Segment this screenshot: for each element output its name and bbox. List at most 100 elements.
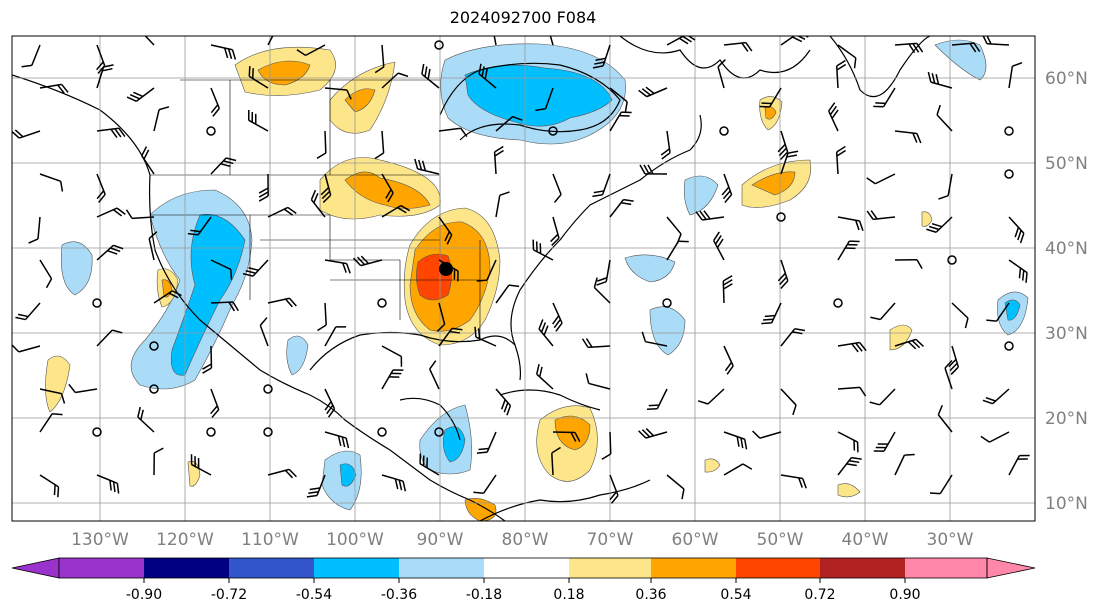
wind-barb: [666, 474, 685, 500]
wind-barb: [324, 87, 352, 100]
map-frame: [11, 35, 1036, 522]
coast-greenland: [829, 36, 931, 98]
wind-barbs: [12, 36, 1030, 504]
wind-barb: [316, 130, 327, 159]
wind-barb: [780, 474, 807, 489]
wind-barb: [438, 216, 453, 245]
wind-barb: [837, 341, 867, 353]
wind-barb: [551, 446, 561, 476]
wind-barb: [581, 338, 611, 349]
field-canada-orange: [257, 60, 311, 86]
wind-barb: [242, 259, 269, 277]
wind-barb: [324, 259, 351, 274]
wind-barb: [96, 474, 120, 494]
wind-barb: [495, 388, 512, 416]
wind-barb: [552, 302, 563, 332]
coast-cuba: [499, 389, 601, 411]
wind-barb: [837, 44, 857, 69]
colorbar-tick-label: 0.54: [720, 587, 751, 603]
wind-barb: [777, 130, 789, 160]
wind-barb: [429, 360, 440, 390]
wind-barb: [96, 64, 114, 89]
calm-wind-circle: [719, 126, 729, 136]
field-atl-orange: [751, 171, 796, 196]
wind-barb: [187, 216, 212, 236]
lon-label: 50°W: [757, 530, 804, 550]
longitude-labels: 130°W 120°W 110°W 100°W 90°W 80°W 70°W 6…: [71, 530, 974, 550]
calm-wind-circle: [377, 427, 387, 437]
wind-barb: [39, 259, 53, 289]
colorbar-tick-label: -0.36: [381, 587, 417, 603]
wind-barb: [414, 158, 440, 175]
colorbar-tick-label: -0.54: [296, 587, 332, 603]
wind-barb: [96, 207, 126, 218]
field-camerica-blue: [443, 426, 466, 463]
calm-wind-circle: [377, 298, 387, 308]
wind-barb: [870, 302, 896, 321]
lat-label: 10°N: [1045, 494, 1088, 514]
wind-barb: [210, 87, 221, 117]
wind-barb: [259, 317, 269, 347]
wind-barb: [866, 210, 896, 221]
calm-wind-circle: [206, 126, 216, 136]
colorbar-tick-label: -0.72: [211, 587, 247, 603]
wind-barb: [374, 44, 385, 74]
wind-barb: [148, 231, 158, 261]
wind-barb: [948, 345, 960, 375]
wind-barb: [381, 204, 411, 218]
calm-wind-circle: [92, 298, 102, 308]
wind-barb: [697, 388, 725, 405]
wind-barb: [538, 319, 554, 347]
wind-barb: [1008, 216, 1025, 244]
wind-barb: [248, 110, 269, 132]
wind-barb: [835, 59, 847, 89]
colorbar-extend-low: [11, 557, 60, 579]
wind-barb: [894, 42, 924, 54]
wind-barb: [937, 404, 953, 433]
wind-barb: [938, 173, 953, 200]
wind-barb: [869, 388, 896, 406]
wind-barb: [951, 302, 969, 329]
field-atl-light-blue: [649, 306, 686, 356]
field-atl-blue-2: [1004, 299, 1021, 321]
gridlines: [12, 36, 1035, 521]
wind-barb: [641, 331, 668, 347]
wind-barb: [419, 453, 440, 476]
colorbar-frame: [58, 557, 988, 579]
wind-barb: [723, 41, 753, 52]
wind-barb: [585, 373, 611, 390]
storm-center-marker: [439, 262, 453, 276]
wind-barb: [980, 431, 1010, 443]
lat-label: 60°N: [1045, 69, 1088, 89]
wind-barb: [837, 386, 867, 397]
wind-barb: [137, 406, 155, 433]
wind-barb: [835, 145, 847, 175]
wind-barb: [986, 302, 1010, 322]
wind-barb: [951, 42, 981, 53]
wind-barb: [39, 388, 66, 404]
wind-barb: [381, 173, 394, 203]
colorbar-tick-label: 0.18: [553, 587, 584, 603]
field-plains-orange: [344, 171, 431, 209]
wind-barb: [495, 191, 510, 218]
lon-label: 80°W: [502, 530, 549, 550]
lon-label: 40°W: [842, 530, 889, 550]
lon-label: 30°W: [927, 530, 974, 550]
wind-barb: [722, 275, 733, 304]
wind-barb: [639, 164, 668, 175]
wind-barb: [381, 369, 404, 390]
wind-barb: [202, 345, 213, 374]
wind-barb: [1008, 61, 1023, 89]
coast-west: [12, 74, 506, 521]
wind-barb: [535, 87, 554, 112]
wind-barb: [381, 72, 409, 89]
coast-east: [510, 114, 702, 346]
wind-barb: [780, 388, 797, 416]
wind-barb: [210, 388, 220, 418]
colorbar-bin: [144, 558, 229, 578]
colorbar-bin: [484, 558, 569, 578]
wind-barb: [596, 259, 611, 286]
wind-barb: [96, 244, 124, 261]
wind-barb: [873, 431, 896, 452]
